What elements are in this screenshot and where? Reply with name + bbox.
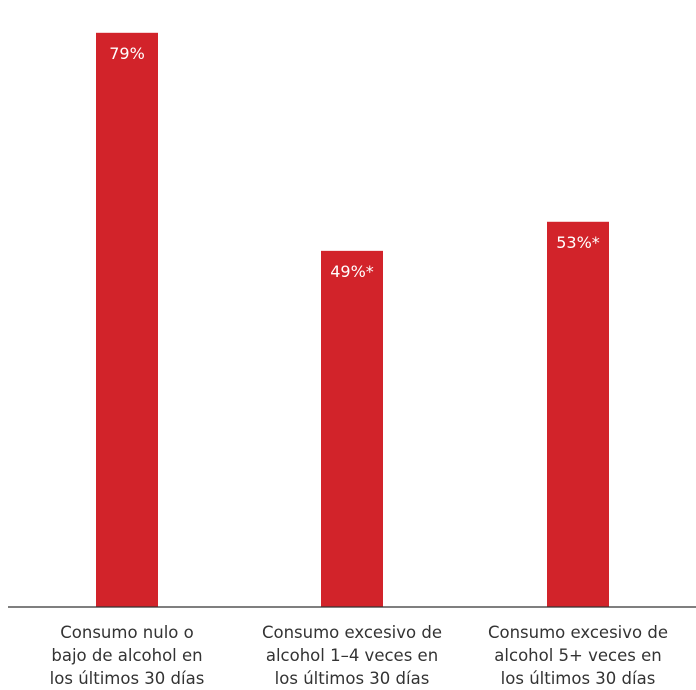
bar-1 <box>96 32 158 608</box>
category-label-2: Consumo excesivo de alcohol 1–4 veces en l… <box>262 623 442 688</box>
category-label-3: Consumo excesivo de alcohol 5+ veces en lo… <box>488 623 668 688</box>
category-label-line: alcohol 1–4 veces en <box>266 646 438 665</box>
bar-3 <box>547 221 609 607</box>
bars <box>96 32 609 608</box>
category-label-line: Consumo excesivo de <box>262 623 442 642</box>
bar-2 <box>321 250 383 608</box>
category-labels: Consumo nulo o bajo de alcohol en los últi… <box>50 623 668 688</box>
category-label-line: bajo de alcohol en <box>51 646 202 665</box>
bar-value-labels: 79% 49%* 53%* <box>109 44 600 281</box>
bar-value-label-3: 53%* <box>556 233 600 252</box>
category-label-line: los últimos 30 días <box>50 669 205 688</box>
category-label-line: alcohol 5+ veces en <box>494 646 661 665</box>
category-label-line: los últimos 30 días <box>501 669 656 688</box>
bar-value-label-1: 79% <box>109 44 145 63</box>
category-label-1: Consumo nulo o bajo de alcohol en los últi… <box>50 623 205 688</box>
category-label-line: Consumo nulo o <box>60 623 193 642</box>
category-label-line: Consumo excesivo de <box>488 623 668 642</box>
category-label-line: los últimos 30 días <box>275 669 430 688</box>
bar-value-label-2: 49%* <box>330 262 374 281</box>
